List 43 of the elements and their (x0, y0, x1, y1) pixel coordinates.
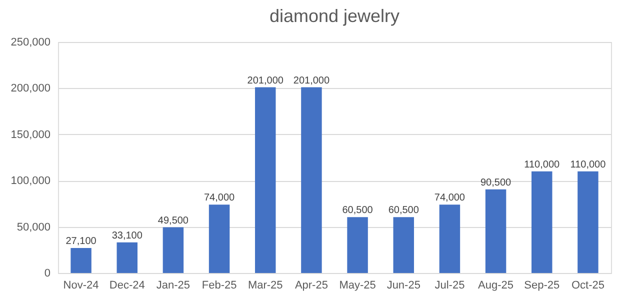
bar (255, 87, 276, 273)
bar (439, 204, 460, 273)
x-tick-label: May-25 (339, 280, 376, 292)
x-tick-label: Jan-25 (156, 280, 190, 292)
bar (485, 189, 506, 273)
bar (208, 204, 230, 273)
chart-title: diamond jewelry (269, 6, 400, 26)
x-tick-label: Mar-25 (248, 280, 283, 292)
y-tick-label: 200,000 (10, 82, 50, 95)
bar (162, 227, 184, 273)
x-tick-label: Dec-24 (109, 280, 145, 292)
data-label: 201,000 (247, 75, 284, 86)
x-tick-label: Sep-25 (524, 280, 560, 292)
data-label: 201,000 (293, 75, 330, 86)
data-label: 110,000 (570, 159, 606, 170)
bar (532, 171, 552, 273)
bar (393, 217, 414, 273)
data-label: 74,000 (204, 192, 236, 204)
data-label: 33,100 (112, 230, 143, 242)
x-tick-label: Feb-25 (202, 280, 237, 292)
data-label: 74,000 (434, 192, 466, 204)
bar (578, 171, 598, 273)
x-tick-label: Jun-25 (386, 280, 420, 292)
y-tick-label: 150,000 (10, 128, 50, 141)
x-tick-label: Jul-25 (434, 280, 465, 292)
x-tick-label: Nov-24 (63, 280, 99, 292)
x-tick-label: Aug-25 (478, 280, 514, 292)
data-label: 90,500 (480, 177, 512, 188)
y-tick-label: 0 (44, 268, 50, 280)
data-label: 49,500 (158, 215, 189, 226)
bar (70, 248, 92, 273)
data-label: 60,500 (342, 205, 374, 216)
y-tick-label: 50,000 (16, 221, 50, 234)
data-label: 110,000 (524, 159, 560, 170)
x-tick-label: Oct-25 (571, 280, 604, 292)
data-label: 60,500 (388, 205, 420, 216)
y-tick-label: 100,000 (10, 175, 50, 188)
bar (116, 242, 138, 273)
bar (347, 217, 368, 273)
data-label: 27,100 (66, 236, 97, 247)
x-tick-label: Apr-25 (294, 280, 328, 292)
y-tick-label: 250,000 (10, 36, 50, 48)
bar (301, 87, 322, 273)
